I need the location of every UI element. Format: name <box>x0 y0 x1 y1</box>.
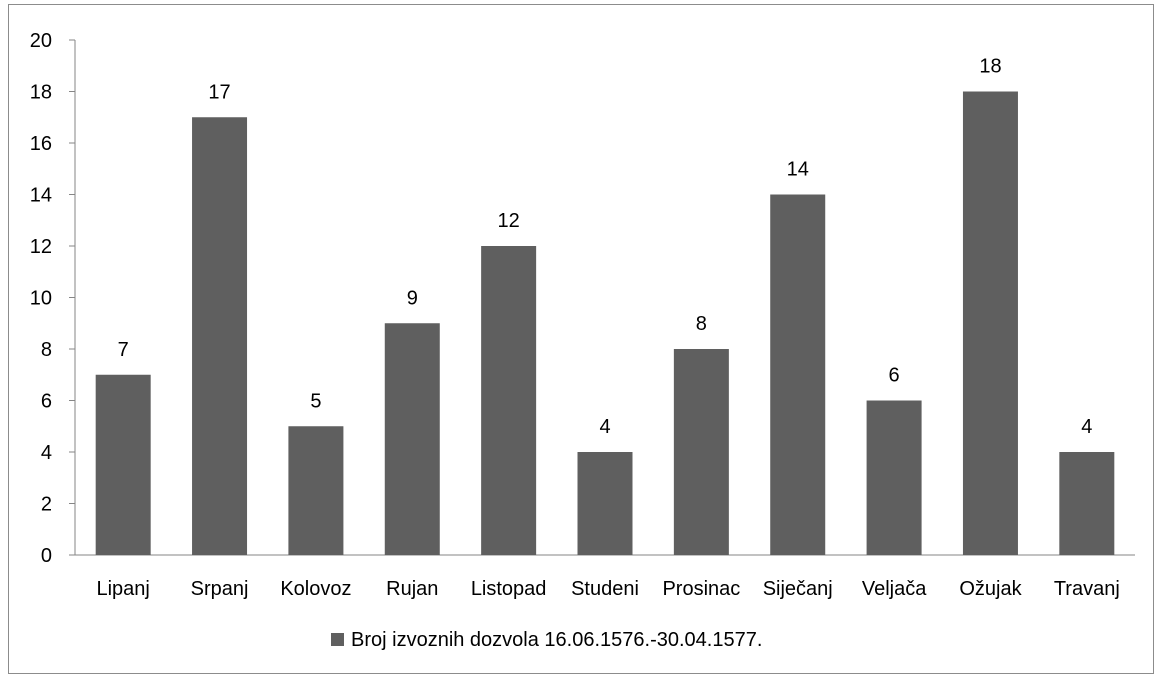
category-label: Studeni <box>571 578 639 600</box>
bar <box>673 349 729 555</box>
legend-label: Broj izvoznih dozvola 16.06.1576.-30.04.… <box>351 629 762 651</box>
bar <box>770 194 826 555</box>
y-tick-label: 2 <box>41 494 52 516</box>
y-tick-label: 6 <box>41 391 52 413</box>
category-label: Veljača <box>862 578 927 600</box>
bars-group <box>95 91 1115 555</box>
category-label: Listopad <box>471 578 547 600</box>
legend-swatch <box>331 633 344 646</box>
bar <box>95 374 151 555</box>
data-label: 12 <box>498 210 520 232</box>
y-tick-label: 18 <box>30 82 52 104</box>
bar <box>577 452 633 555</box>
data-label: 6 <box>889 365 900 387</box>
data-label: 5 <box>310 390 321 412</box>
category-label: Siječanj <box>763 578 833 600</box>
data-labels-group: 7 17 5 9 12 4 8 14 6 18 4 <box>118 56 1093 439</box>
data-label: 4 <box>1081 416 1092 438</box>
y-tick-label: 10 <box>30 288 52 310</box>
category-label: Lipanj <box>96 578 149 600</box>
y-tick-label: 0 <box>41 545 52 567</box>
data-label: 9 <box>407 287 418 309</box>
y-tick-label: 8 <box>41 339 52 361</box>
data-label: 4 <box>599 416 610 438</box>
bar <box>866 400 922 555</box>
y-axis-ticks: 0 2 4 6 8 10 12 14 16 18 20 <box>30 30 75 567</box>
data-label: 14 <box>787 159 809 181</box>
y-tick-label: 20 <box>30 30 52 52</box>
category-label: Ožujak <box>959 578 1022 600</box>
category-label: Srpanj <box>191 578 249 600</box>
bar <box>384 323 440 555</box>
y-tick-label: 4 <box>41 442 52 464</box>
y-tick-label: 14 <box>30 185 52 207</box>
bar <box>481 246 537 555</box>
legend: Broj izvoznih dozvola 16.06.1576.-30.04.… <box>331 629 762 651</box>
data-label: 17 <box>208 81 230 103</box>
bar <box>192 117 248 555</box>
category-label: Prosinac <box>662 578 740 600</box>
data-label: 18 <box>979 56 1001 78</box>
category-labels-group: Lipanj Srpanj Kolovoz Rujan Listopad Studeni P… <box>96 578 1119 600</box>
category-label: Rujan <box>386 578 438 600</box>
y-tick-label: 12 <box>30 236 52 258</box>
category-label: Kolovoz <box>280 578 351 600</box>
bar <box>962 91 1018 555</box>
data-label: 8 <box>696 313 707 335</box>
category-label: Travanj <box>1054 578 1120 600</box>
data-label: 7 <box>118 339 129 361</box>
y-tick-label: 16 <box>30 133 52 155</box>
bar <box>288 426 344 555</box>
bar <box>1059 452 1115 555</box>
